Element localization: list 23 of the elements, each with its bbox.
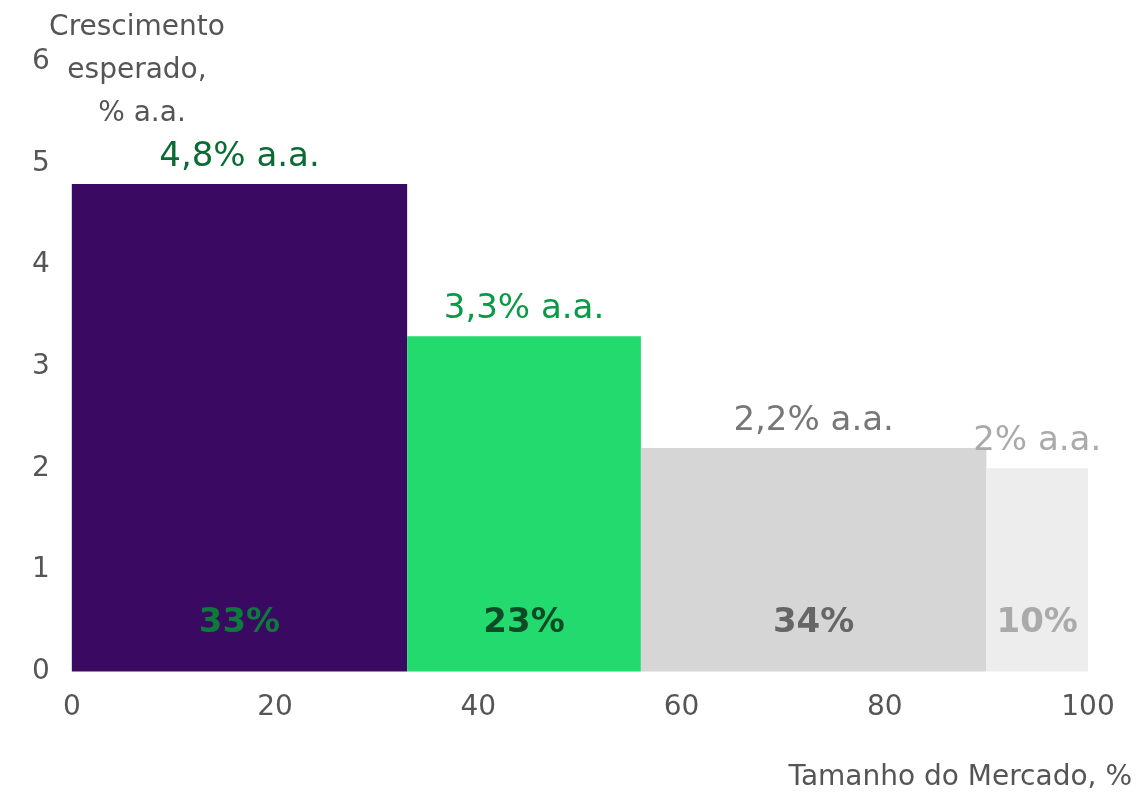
x-tick-label: 20	[257, 689, 293, 723]
x-tick-label: 60	[663, 689, 700, 723]
x-tick-label: 100	[1061, 689, 1115, 723]
data-label: 4,8% a.a.	[159, 133, 320, 174]
annotation: 23%	[483, 600, 565, 641]
y-tick-label: 4	[31, 246, 50, 280]
data-label: 3,3% a.a.	[443, 286, 605, 327]
y-tick-label: 5	[31, 144, 50, 178]
x-tick-label: 40	[460, 689, 497, 723]
annotation: 10%	[996, 600, 1078, 641]
y-tick-label: 0	[31, 652, 50, 686]
y-tick-label: 1	[31, 551, 50, 585]
y-axis-title: Crescimento esperado, % a.a.	[49, 9, 225, 129]
x-axis-title: Tamanho do Mercado, %	[787, 759, 1132, 793]
x-tick-label: 80	[866, 689, 903, 723]
y-tick-label: 6	[31, 43, 50, 77]
y-tick-label: 2	[31, 449, 50, 483]
data-label: 2,2% a.a.	[733, 397, 894, 438]
x-tick-label: 0	[62, 689, 81, 723]
annotation: 33%	[198, 600, 281, 641]
y-tick-label: 3	[31, 347, 50, 381]
data-label: 2% a.a.	[973, 418, 1102, 459]
annotation: 34%	[772, 600, 855, 641]
